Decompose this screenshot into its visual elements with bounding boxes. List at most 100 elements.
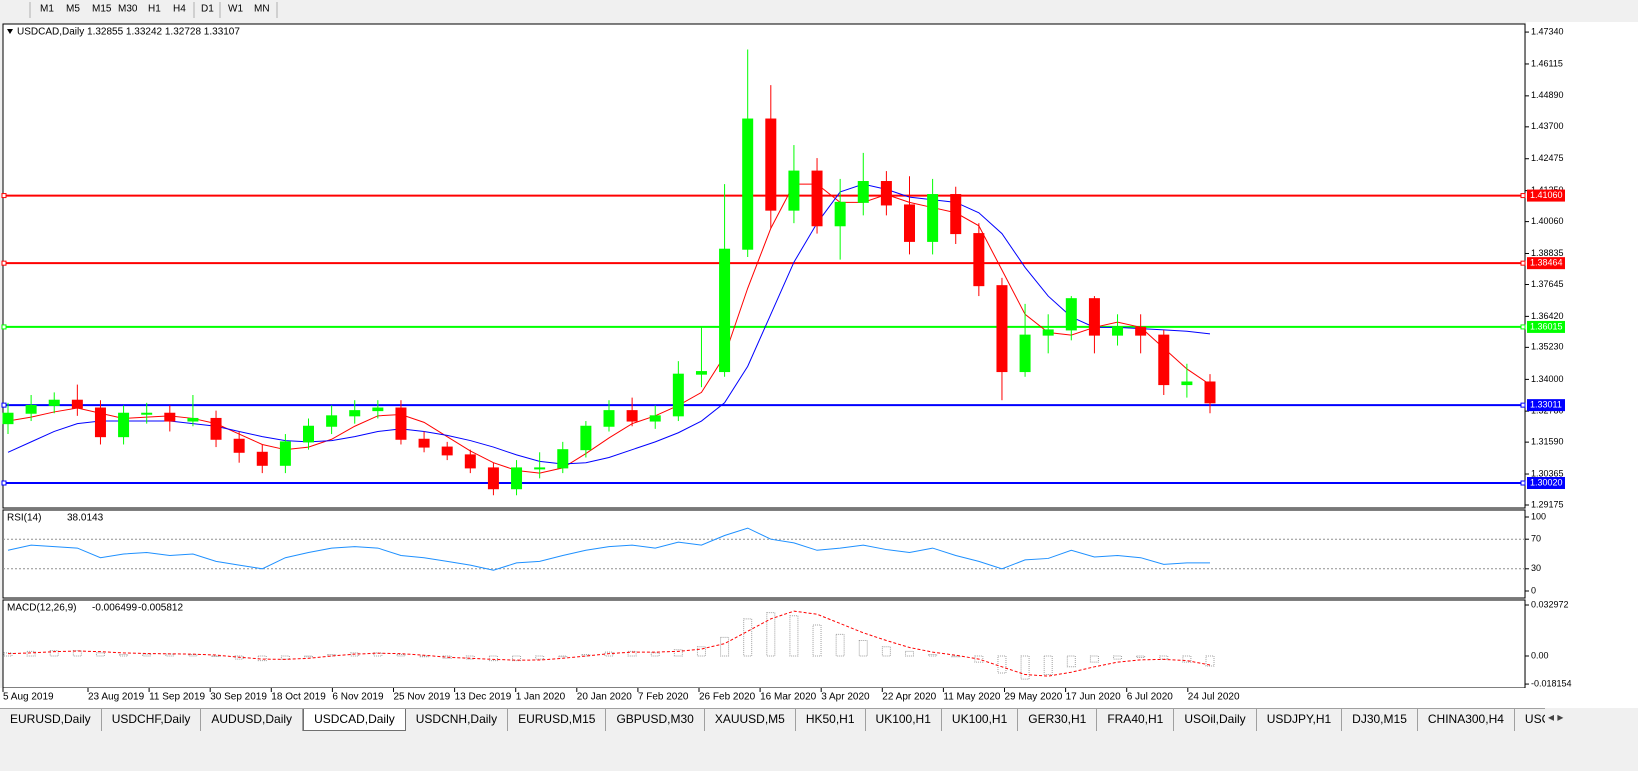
chart-tab[interactable]: AUDUSD,Daily [201,709,304,731]
candle-body [1181,381,1193,386]
indicator-value: 38.0143 [67,513,104,524]
candle-body [880,181,892,206]
candle-body [2,412,14,425]
candle-body [1065,298,1077,331]
y-tick-label: 1.47340 [1531,26,1564,36]
timeframe-button[interactable]: H1 [148,4,161,15]
macd-bar [442,655,452,659]
rsi-panel [2,509,1526,599]
macd-bar [1043,655,1053,676]
y-tick-label: 1.37645 [1531,279,1564,289]
chart-tab[interactable]: DJ30,M15 [1342,709,1418,731]
macd-bar [812,624,822,657]
chart-tab[interactable]: FRA40,H1 [1097,709,1175,731]
candle-body [71,399,83,409]
y-tick-label: 1.31590 [1531,437,1564,447]
chart-tab[interactable]: UK100,H1 [866,709,942,731]
macd-bar [1205,655,1215,667]
tab-arrows[interactable]: ◂ ▸ [1548,710,1564,724]
timeframe-button[interactable]: MN [254,4,270,15]
candle-body [164,412,176,422]
y-tick-label: 1.40060 [1531,216,1564,226]
candle-body [1158,334,1170,386]
candle-body [141,412,153,415]
terminal: USDCAD,Daily 1.32855 1.33242 1.32728 1.3… [0,0,1638,708]
level-label-box [1527,257,1565,270]
level-label: 1.33011 [1530,400,1562,410]
candle-body [904,204,915,242]
candle-body [788,170,800,211]
y-tick-label: 0.032972 [1531,599,1569,609]
y-tick-label: 1.36420 [1531,311,1564,321]
macd-bar [835,633,845,657]
timeframe-button[interactable]: W1 [228,4,243,15]
timeframe-button[interactable]: M5 [66,4,80,15]
chart-tab[interactable]: GER30,H1 [1018,709,1098,731]
candle-body [1204,381,1216,404]
macd-bar [1089,655,1099,663]
chart-tab[interactable]: EURUSD,Daily [0,709,102,731]
macd-bar [1182,655,1192,663]
candle-body [303,425,314,443]
macd-bar [3,652,13,657]
candle-body [1112,326,1124,336]
candle-body [326,415,338,427]
chart-tab[interactable]: CHINA300,H4 [1418,709,1515,731]
y-tick-label: -0.018154 [1531,678,1572,688]
chart-tab[interactable]: UK100,H1 [942,709,1019,731]
candle-body [487,467,499,490]
macd-bar [304,655,313,658]
y-tick-label: 1.29175 [1531,499,1564,509]
level-handle [1,193,7,199]
chart-tab[interactable]: HK50,H1 [796,709,866,731]
x-tick-label: 16 Mar 2020 [760,692,817,703]
x-tick-label: 24 Jul 2020 [1188,692,1240,703]
macd-bar [905,650,914,657]
chart-tab[interactable]: USDCAD,Daily [303,709,406,731]
level-handle [1520,193,1526,199]
macd-bar [72,650,82,657]
chart-menu-arrow [7,29,13,34]
candle-body [395,407,407,440]
level-label: 1.41060 [1530,190,1563,200]
timeframe-button[interactable]: M15 [92,4,112,15]
macd-bar [858,640,868,657]
level-handle [1,260,7,266]
level-label-box [1527,189,1565,202]
level-handle [1,402,7,408]
candle-body [349,410,361,417]
chart-tab[interactable]: USDJPY,H1 [1257,709,1343,731]
timeframe-button[interactable]: H4 [173,4,186,15]
level-label: 1.38464 [1530,258,1563,268]
chart-tab[interactable]: XAUUSD,M5 [705,709,796,731]
macd-bar [997,655,1007,674]
chart-tab[interactable]: EURUSD,M15 [508,709,607,731]
macd-bar [142,653,152,657]
macd-bar [488,655,498,662]
timeframe-button[interactable]: M30 [118,4,138,15]
chart-title: USDCAD,Daily 1.32855 1.33242 1.32728 1.3… [17,27,240,38]
chart-tab[interactable]: USDCNH,Daily [406,709,509,731]
candle-body [233,438,245,453]
chart-tab[interactable]: USOil,Daily [1174,709,1257,731]
chart-tab[interactable]: USDCHF,Daily [102,709,202,731]
macd-bar [1020,655,1030,680]
candle-body [534,467,546,470]
candle-body [210,417,222,440]
candle-body [765,118,777,211]
moving-average [7,183,1211,474]
candle-body [626,410,638,422]
macd-bar [558,655,568,658]
chart-tab[interactable]: GBPUSD,M30 [606,709,705,731]
timeframe-button[interactable]: M1 [40,4,54,15]
candle-body [1135,326,1147,336]
y-tick-label: 70 [1531,534,1541,544]
candle-body [279,441,291,466]
candle-body [94,407,106,438]
candle-body [441,446,453,456]
macd-panel [2,599,1526,689]
chart-tab[interactable]: USOil,H [1515,709,1545,731]
candle-body [25,404,37,414]
timeframe-button[interactable]: D1 [201,4,214,15]
